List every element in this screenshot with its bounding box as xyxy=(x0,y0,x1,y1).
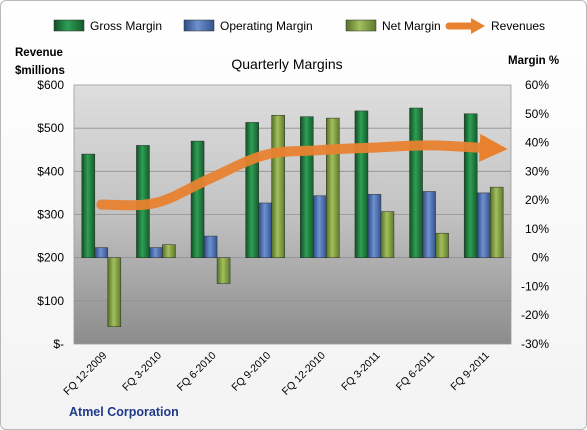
legend-label: Operating Margin xyxy=(220,19,313,33)
revenue-line-group xyxy=(96,133,508,211)
right-axis-title: Margin % xyxy=(508,55,559,67)
bar-gross-margin xyxy=(81,153,96,258)
revenue-line xyxy=(96,140,489,211)
category-axis-labels: FQ 12-2009 FQ 3-2010 FQ 6-2010 FQ 9-2010 FQ … xyxy=(61,350,492,398)
bar-operating-margin xyxy=(203,235,218,258)
left-tick-label: $600 xyxy=(37,78,64,92)
right-tick-label: -10% xyxy=(521,279,549,293)
category-label: FQ 3-2011 xyxy=(339,350,383,394)
right-tick-label: 40% xyxy=(525,136,549,150)
left-axis-title-line1: Revenue xyxy=(15,47,63,59)
category-label: FQ 6-2011 xyxy=(394,350,438,394)
right-tick-label: 50% xyxy=(525,107,549,121)
category-label: FQ 6-2010 xyxy=(175,350,219,394)
left-tick-label: $- xyxy=(53,337,64,351)
bar-gross-margin xyxy=(190,140,205,258)
bar-net-margin xyxy=(326,117,340,258)
right-tick-label: 60% xyxy=(525,78,549,92)
bar-gross-margin xyxy=(354,110,369,258)
left-axis-ticks: $- $100 $200 $300 $400 $500 $600 xyxy=(37,78,64,351)
right-axis-ticks: -30% -20% -10% 0% 10% 20% 30% 40% 50% 60% xyxy=(521,78,549,351)
right-tick-label: 0% xyxy=(532,251,550,265)
bar-operating-margin xyxy=(367,194,382,258)
right-tick-label: -30% xyxy=(521,337,549,351)
bar-net-margin xyxy=(380,211,395,258)
chart-legend: Gross Margin Operating Margin Net Margin Re… xyxy=(53,18,545,34)
legend-swatch xyxy=(183,19,215,32)
bar-gross-margin xyxy=(245,122,259,258)
bar-operating-margin xyxy=(422,191,436,258)
left-tick-label: $400 xyxy=(37,164,64,178)
left-axis-title-line2: $millions xyxy=(15,65,65,77)
legend-label: Net Margin xyxy=(382,19,441,33)
category-label: FQ 12-2010 xyxy=(280,350,328,398)
bar-operating-margin xyxy=(476,192,491,258)
bar-gross-margin xyxy=(409,107,423,258)
left-tick-label: $100 xyxy=(37,294,64,308)
bar-operating-margin xyxy=(94,247,109,258)
right-tick-label: 30% xyxy=(525,164,549,178)
bar-operating-margin xyxy=(313,195,327,258)
left-tick-label: $500 xyxy=(37,121,64,135)
legend-swatch xyxy=(345,19,377,32)
legend-swatch xyxy=(53,19,85,32)
bar-net-margin xyxy=(216,257,231,284)
right-tick-label: -20% xyxy=(521,308,549,322)
right-tick-label: 10% xyxy=(525,222,549,236)
category-label: FQ 3-2010 xyxy=(120,350,164,394)
bar-net-margin xyxy=(107,257,122,327)
revenue-arrow-head xyxy=(479,133,508,162)
bar-net-margin xyxy=(162,244,176,258)
category-label: FQ 12-2009 xyxy=(61,350,109,398)
right-tick-label: 20% xyxy=(525,193,549,207)
legend-label: Gross Margin xyxy=(90,19,162,33)
bar-net-margin xyxy=(435,232,449,258)
company-label: Atmel Corporation xyxy=(69,405,179,419)
chart-title: Quarterly Margins xyxy=(231,56,342,72)
bar-net-margin xyxy=(489,186,504,258)
bar-gross-margin xyxy=(463,113,478,258)
left-tick-label: $200 xyxy=(37,251,64,265)
bar-net-margin xyxy=(271,114,285,258)
category-label: FQ 9-2010 xyxy=(229,350,273,394)
left-tick-label: $300 xyxy=(37,208,64,222)
bar-operating-margin xyxy=(258,202,272,258)
category-label: FQ 9-2011 xyxy=(448,350,492,394)
legend-label: Revenues xyxy=(491,19,545,33)
bar-gross-margin xyxy=(300,116,314,258)
legend-arrow-head xyxy=(471,18,485,34)
bar-operating-margin xyxy=(149,247,163,258)
